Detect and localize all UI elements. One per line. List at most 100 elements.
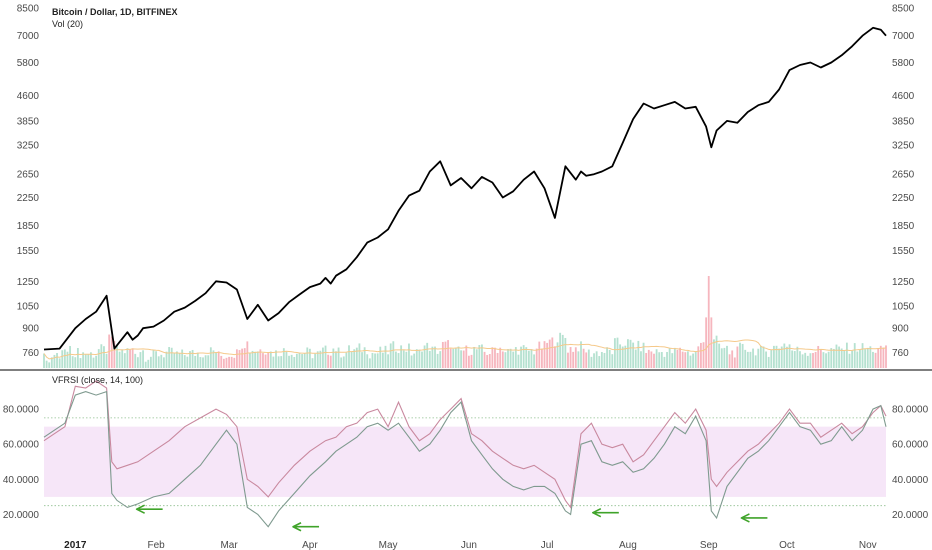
volume-bar bbox=[488, 354, 491, 368]
volume-bar bbox=[525, 347, 528, 368]
price-left-axis: 760 900 1050 1250 1550 1850 2250 2650 3250 3850 46… bbox=[17, 4, 40, 359]
volume-bar bbox=[295, 353, 298, 368]
volume-bar bbox=[879, 345, 882, 368]
volume-bar bbox=[767, 356, 770, 368]
volume-bar bbox=[535, 348, 538, 368]
volume-bar bbox=[496, 352, 499, 368]
volume-bar bbox=[69, 346, 71, 368]
volume-bar bbox=[212, 350, 215, 368]
volume-bar bbox=[66, 351, 69, 368]
volume-bar bbox=[473, 346, 476, 368]
volume-bar bbox=[63, 349, 66, 368]
volume-bar bbox=[838, 346, 840, 368]
volume-bar bbox=[441, 341, 444, 368]
volume-bar bbox=[819, 349, 822, 368]
volume-bar bbox=[348, 345, 350, 368]
volume-bar bbox=[379, 346, 382, 368]
volume-bar bbox=[822, 352, 825, 368]
volume-bar bbox=[329, 355, 332, 368]
volume-bar bbox=[543, 341, 546, 368]
volume-bar bbox=[322, 347, 324, 368]
volume-bar bbox=[105, 353, 108, 368]
price-tick-label-left: 1250 bbox=[17, 277, 40, 288]
volume-bar bbox=[556, 342, 559, 368]
volume-bar bbox=[465, 345, 468, 368]
volume-bar bbox=[113, 340, 116, 368]
volume-bar bbox=[121, 349, 124, 368]
volume-bar bbox=[684, 352, 687, 368]
volume-bar bbox=[264, 354, 267, 368]
volume-bar bbox=[882, 347, 885, 368]
volume-bar bbox=[303, 353, 306, 368]
price-line bbox=[43, 26, 887, 351]
volume-bar bbox=[340, 357, 343, 368]
volume-bar bbox=[509, 348, 512, 368]
volume-bar bbox=[793, 351, 796, 368]
volume-bar bbox=[739, 342, 741, 368]
volume-bar bbox=[788, 344, 791, 368]
price-tick-label-left: 1850 bbox=[17, 221, 40, 232]
volume-bar bbox=[363, 347, 366, 368]
volume-bar bbox=[389, 343, 392, 368]
volume-bar bbox=[97, 349, 100, 368]
volume-bar bbox=[191, 349, 194, 368]
volume-bar bbox=[872, 351, 874, 368]
volume-bar bbox=[603, 352, 606, 368]
volume-bar bbox=[825, 353, 827, 368]
price-tick-label-left: 900 bbox=[22, 324, 39, 335]
volume-bar bbox=[561, 334, 564, 368]
volume-bar bbox=[554, 346, 556, 368]
x-tick-label: May bbox=[379, 540, 398, 550]
volume-bar bbox=[202, 357, 204, 368]
volume-bar bbox=[285, 351, 288, 368]
volume-bar bbox=[110, 336, 113, 368]
price-tick-label-right: 4600 bbox=[892, 91, 915, 102]
volume-bar bbox=[741, 343, 744, 368]
volume-bar bbox=[215, 352, 217, 368]
volume-bar bbox=[45, 360, 48, 368]
volume-bar bbox=[676, 349, 679, 368]
volume-bar bbox=[504, 352, 507, 368]
volume-bar bbox=[775, 345, 778, 368]
volume-bar bbox=[361, 352, 363, 368]
volume-bar bbox=[501, 351, 504, 368]
volume-bar bbox=[342, 356, 345, 368]
volume-bar bbox=[319, 350, 322, 368]
x-tick-label: Nov bbox=[859, 540, 877, 550]
volume-bar bbox=[619, 344, 622, 368]
volume-bar bbox=[48, 362, 51, 368]
volume-bar bbox=[538, 341, 541, 368]
volume-bar bbox=[387, 354, 390, 368]
volume-bar bbox=[196, 352, 199, 368]
volume-bar bbox=[728, 354, 731, 368]
x-tick-label: Aug bbox=[619, 540, 637, 550]
volume-bar bbox=[269, 351, 272, 368]
volume-bar bbox=[700, 342, 702, 368]
volume-bar bbox=[757, 348, 760, 368]
volume-bar bbox=[308, 348, 311, 368]
volume-bar bbox=[720, 348, 723, 368]
volume-bar bbox=[301, 354, 303, 368]
volume-bar bbox=[374, 353, 376, 368]
volume-bar bbox=[262, 353, 264, 368]
x-tick-label: Jul bbox=[541, 540, 554, 550]
volume-bar bbox=[681, 351, 684, 368]
volume-bar bbox=[848, 353, 851, 368]
volume-bar bbox=[843, 350, 846, 368]
volume-bar bbox=[517, 354, 520, 368]
volume-bar bbox=[332, 348, 335, 368]
price-tick-label-right: 8500 bbox=[892, 4, 915, 15]
volume-bar bbox=[87, 354, 90, 368]
volume-bar bbox=[90, 352, 92, 368]
volume-bar bbox=[350, 351, 353, 368]
volume-bar bbox=[58, 358, 61, 368]
volume-bar bbox=[770, 349, 773, 368]
volume-bar bbox=[715, 335, 718, 368]
volume-bar bbox=[220, 355, 223, 368]
volume-bar bbox=[298, 352, 301, 368]
volume-bar bbox=[157, 356, 160, 368]
volume-bar bbox=[376, 353, 379, 368]
volume-bar bbox=[522, 345, 525, 368]
rsi-tick-label-left: 60.0000 bbox=[3, 440, 40, 451]
volume-bar bbox=[832, 348, 835, 368]
